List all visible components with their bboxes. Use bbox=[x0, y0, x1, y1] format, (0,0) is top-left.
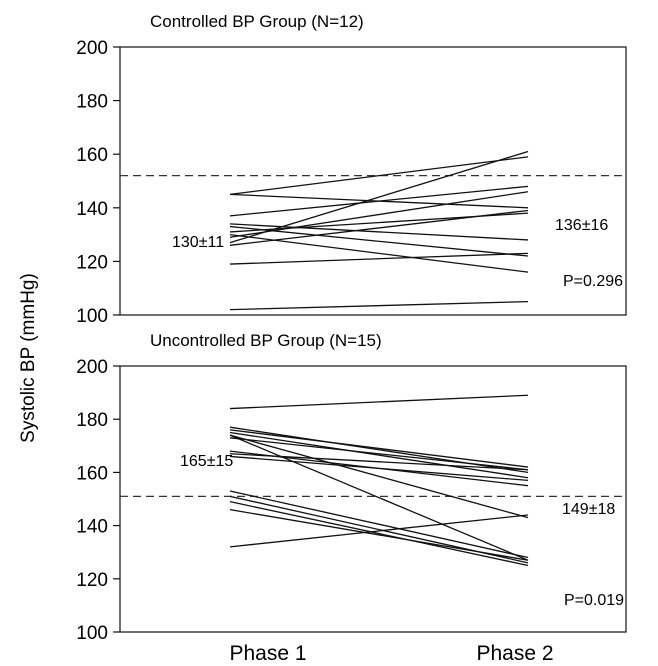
subject-line bbox=[230, 302, 528, 310]
y-tick-label: 140 bbox=[76, 199, 108, 220]
subject-line bbox=[230, 192, 528, 238]
y-tick-label: 200 bbox=[76, 38, 108, 59]
x-tick-phase-2: Phase 2 bbox=[476, 642, 553, 665]
panel-title-uncontrolled: Uncontrolled BP Group (N=15) bbox=[150, 331, 382, 350]
y-tick-label: 180 bbox=[76, 410, 108, 431]
y-axis-label: Systolic BP (mmHg) bbox=[18, 273, 39, 443]
panel-controlled: Controlled BP Group (N=12) 1001201401601… bbox=[76, 12, 626, 327]
subject-line bbox=[230, 491, 528, 558]
phase1-mean-controlled: 130±11 bbox=[172, 234, 224, 251]
series-lines-controlled bbox=[230, 152, 528, 310]
y-tick-label: 100 bbox=[76, 623, 108, 644]
phase2-mean-uncontrolled: 149±18 bbox=[562, 501, 615, 518]
subject-line bbox=[230, 253, 528, 264]
subject-line bbox=[230, 502, 528, 566]
y-ticks-uncontrolled: 100 120 140 160 180 200 bbox=[76, 357, 120, 644]
y-tick-label: 140 bbox=[76, 517, 108, 538]
phase1-mean-uncontrolled: 165±15 bbox=[180, 453, 233, 470]
plot-frame-uncontrolled bbox=[120, 366, 626, 632]
y-tick-label: 120 bbox=[76, 252, 108, 273]
subject-line bbox=[230, 157, 528, 195]
panel-uncontrolled: Uncontrolled BP Group (N=15) 100 120 140 16… bbox=[76, 331, 626, 644]
y-tick-label: 120 bbox=[76, 570, 108, 591]
y-tick-label: 200 bbox=[76, 357, 108, 378]
plot-frame-controlled bbox=[120, 47, 626, 315]
y-tick-label: 160 bbox=[76, 463, 108, 484]
p-value-controlled: P=0.296 bbox=[563, 273, 623, 290]
y-tick-label: 180 bbox=[76, 92, 108, 113]
subject-line bbox=[230, 427, 528, 472]
x-tick-phase-1: Phase 1 bbox=[229, 642, 306, 665]
subject-line bbox=[230, 186, 528, 215]
subject-line bbox=[230, 395, 528, 408]
subject-line bbox=[230, 152, 528, 243]
subject-line bbox=[230, 210, 528, 245]
y-tick-label: 160 bbox=[76, 145, 108, 166]
subject-line bbox=[230, 433, 528, 478]
p-value-uncontrolled: P=0.019 bbox=[564, 592, 624, 609]
series-lines-uncontrolled bbox=[230, 395, 528, 565]
y-ticks-controlled: 100 120 140 160 180 200 bbox=[76, 38, 120, 327]
phase2-mean-controlled: 136±16 bbox=[555, 217, 608, 234]
y-tick-label: 100 bbox=[76, 306, 108, 327]
subject-line bbox=[230, 224, 528, 240]
subject-line bbox=[230, 510, 528, 561]
panel-title-controlled: Controlled BP Group (N=12) bbox=[150, 12, 364, 31]
